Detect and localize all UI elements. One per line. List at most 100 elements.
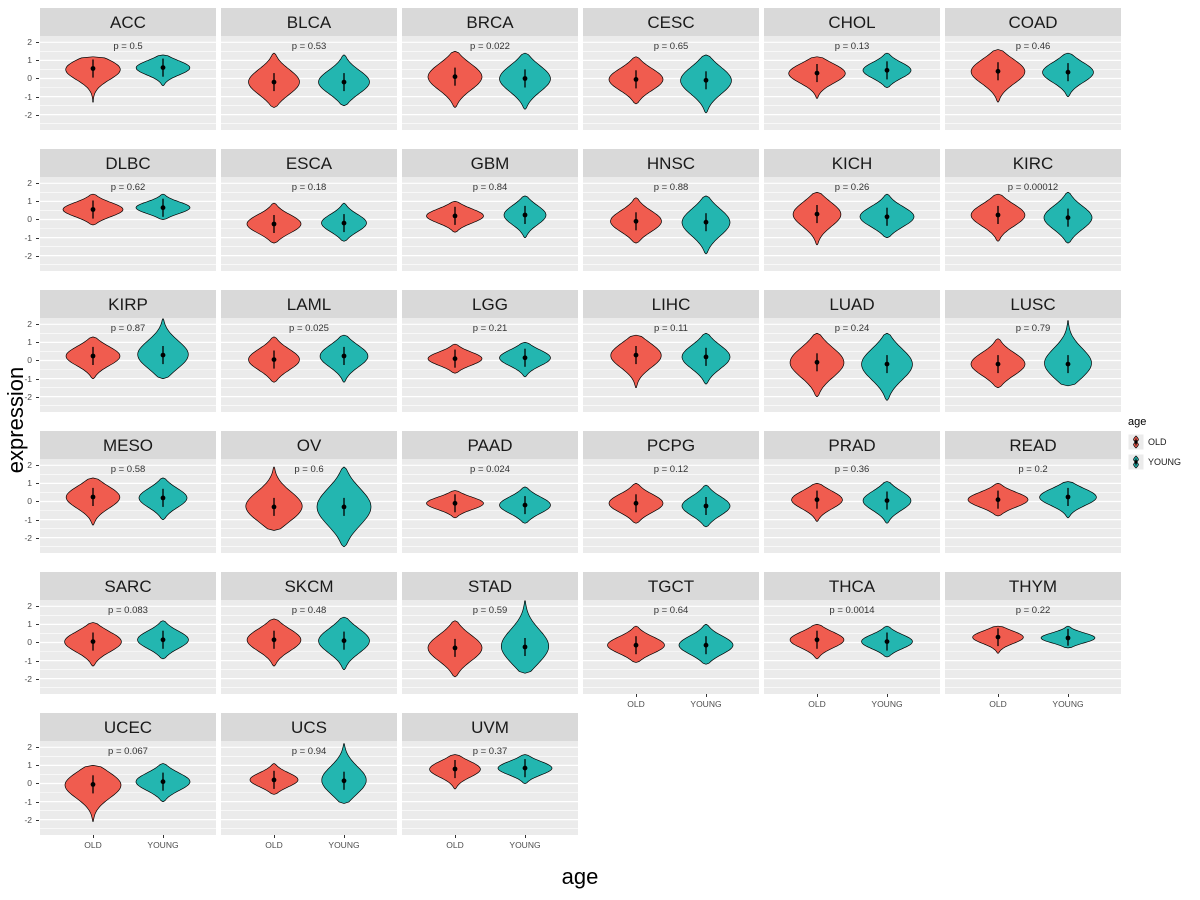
facet-panel: p = 0.024 [402, 459, 578, 553]
facet-title: PAAD [402, 431, 578, 459]
y-tick-label: -2 [24, 673, 32, 684]
y-tick-mark [36, 819, 39, 821]
violin-panel-svg: p = 0.22 [945, 605, 1121, 688]
violin-panel-svg: p = 0.025 [221, 323, 397, 406]
x-tick-mark [455, 835, 456, 838]
violin-panel-svg: p = 0.12 [583, 464, 759, 547]
violin-panel-svg: p = 0.024 [402, 464, 578, 547]
svg-text:p = 0.46: p = 0.46 [1016, 41, 1051, 52]
y-tick-mark [36, 801, 39, 803]
svg-text:p = 0.88: p = 0.88 [654, 182, 689, 193]
y-tick-mark [36, 183, 39, 185]
x-tick-mark [636, 694, 637, 697]
y-tick-label: -2 [24, 391, 32, 402]
svg-text:p = 0.6: p = 0.6 [294, 464, 323, 475]
svg-text:p = 0.5: p = 0.5 [113, 41, 142, 52]
y-tick-mark [36, 255, 39, 257]
facet-panel: p = 0.083 [40, 600, 216, 694]
violin-key-icon [1128, 434, 1144, 450]
facet-title: PCPG [583, 431, 759, 459]
svg-text:p = 0.11: p = 0.11 [654, 323, 688, 334]
y-tick-label: -1 [24, 373, 32, 384]
y-tick-label: 0 [27, 73, 32, 84]
y-tick-mark [36, 660, 39, 662]
y-tick-mark [36, 396, 39, 398]
y-tick-label: -1 [24, 232, 32, 243]
facet-title: ACC [40, 8, 216, 36]
y-tick-mark [36, 537, 39, 539]
violin-panel-svg: p = 0.24 [764, 323, 940, 406]
x-tick-label: YOUNG [328, 840, 360, 850]
svg-text:p = 0.65: p = 0.65 [654, 41, 689, 52]
facet-title: KIRP [40, 290, 216, 318]
facet-panel: p = 0.37 [402, 741, 578, 835]
violin-panel-svg: p = 0.48 [221, 605, 397, 688]
y-tick-mark [36, 642, 39, 644]
legend-entry-old: OLD [1128, 434, 1181, 450]
y-tick-mark [36, 42, 39, 44]
svg-text:p = 0.22: p = 0.22 [1016, 605, 1051, 616]
y-tick-mark [36, 378, 39, 380]
y-tick-label: 0 [27, 496, 32, 507]
facet-title: CHOL [764, 8, 940, 36]
facet-panel: p = 0.067 [40, 741, 216, 835]
y-tick-label: 1 [27, 55, 32, 66]
facet-title: BLCA [221, 8, 397, 36]
y-tick-label: 2 [27, 319, 32, 330]
x-tick-label: OLD [446, 840, 464, 850]
svg-text:p = 0.84: p = 0.84 [473, 182, 508, 193]
facet-title: GBM [402, 149, 578, 177]
x-tick-label: OLD [989, 699, 1007, 709]
x-tick-label: YOUNG [147, 840, 179, 850]
y-tick-label: 1 [27, 478, 32, 489]
facet-panel: p = 0.84 [402, 177, 578, 271]
violin-panel-svg: p = 0.022 [402, 41, 578, 124]
legend-entry-young: YOUNG [1128, 454, 1181, 470]
facet-panel: p = 0.64 [583, 600, 759, 694]
svg-text:p = 0.00012: p = 0.00012 [1008, 182, 1058, 193]
x-tick-mark [274, 835, 275, 838]
violin-panel-svg: p = 0.13 [764, 41, 940, 124]
y-tick-mark [36, 783, 39, 785]
svg-text:p = 0.025: p = 0.025 [289, 323, 329, 334]
legend-label-young: YOUNG [1148, 457, 1182, 467]
violin-panel-svg: p = 0.58 [40, 464, 216, 547]
facet-panel: p = 0.24 [764, 318, 940, 412]
violin-panel-svg: p = 0.79 [945, 320, 1121, 406]
svg-text:p = 0.13: p = 0.13 [835, 41, 870, 52]
legend-label-old: OLD [1148, 437, 1167, 447]
y-tick-mark [36, 747, 39, 749]
y-tick-label: 1 [27, 337, 32, 348]
violin-panel-svg: p = 0.87 [40, 318, 216, 406]
facet-panel: p = 0.5 [40, 36, 216, 130]
violin-panel-svg: p = 0.94 [221, 743, 397, 829]
facet-panel: p = 0.58 [40, 459, 216, 553]
facet-title: UCEC [40, 713, 216, 741]
facet-panel: p = 0.21 [402, 318, 578, 412]
facet-panel: p = 0.62 [40, 177, 216, 271]
y-tick-label: 2 [27, 742, 32, 753]
facet-title: SARC [40, 572, 216, 600]
y-tick-label: 1 [27, 619, 32, 630]
facet-title: LIHC [583, 290, 759, 318]
svg-text:p = 0.083: p = 0.083 [108, 605, 148, 616]
svg-text:p = 0.022: p = 0.022 [470, 41, 510, 52]
svg-text:p = 0.36: p = 0.36 [835, 464, 870, 475]
facet-title: KICH [764, 149, 940, 177]
y-tick-label: 2 [27, 37, 32, 48]
violin-panel-svg: p = 0.6 [221, 464, 397, 548]
facet-title: STAD [402, 572, 578, 600]
svg-text:p = 0.48: p = 0.48 [292, 605, 327, 616]
x-tick-label: YOUNG [509, 840, 541, 850]
facet-title: MESO [40, 431, 216, 459]
facet-title: KIRC [945, 149, 1121, 177]
facet-title: UVM [402, 713, 578, 741]
y-tick-mark [36, 60, 39, 62]
facet-title: ESCA [221, 149, 397, 177]
svg-text:p = 0.59: p = 0.59 [473, 605, 508, 616]
facet-title: LGG [402, 290, 578, 318]
svg-text:p = 0.53: p = 0.53 [292, 41, 327, 52]
y-tick-label: 0 [27, 355, 32, 366]
violin-panel-svg: p = 0.59 [402, 600, 578, 688]
violin-panel-svg: p = 0.26 [764, 182, 940, 265]
